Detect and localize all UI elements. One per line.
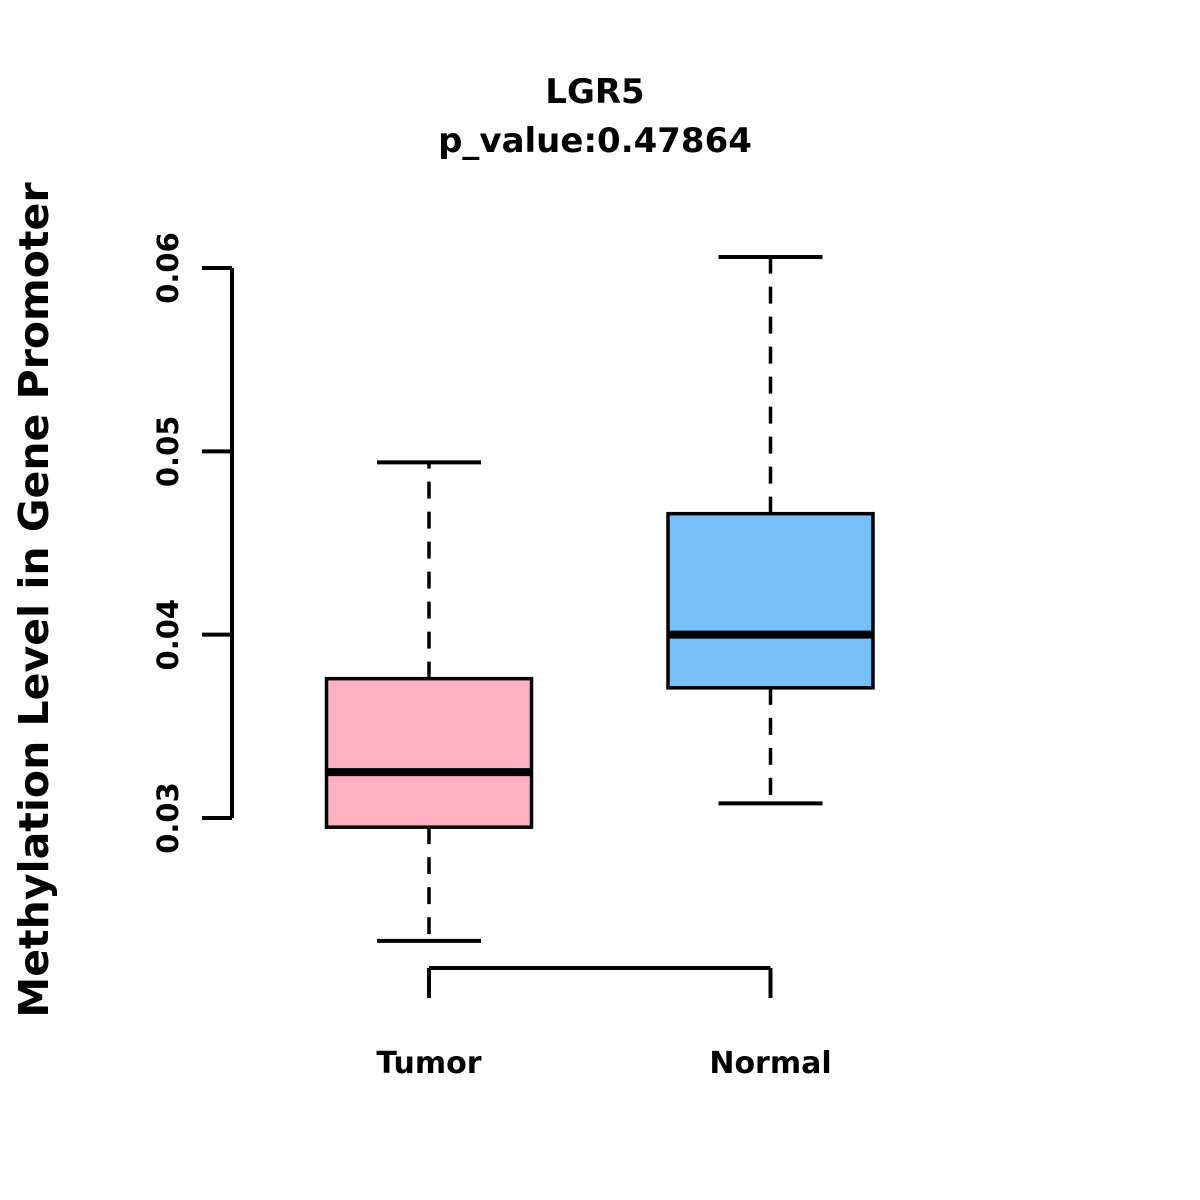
x-category-label-normal: Normal <box>709 1046 831 1081</box>
y-axis-title: Methylation Level in Gene Promoter <box>10 182 58 1018</box>
normal-boxplot-group <box>666 255 875 806</box>
y-axis: 0.03 0.04 0.05 0.06 <box>151 232 234 854</box>
tumor-iqr-box <box>324 676 534 829</box>
x-category-label-tumor: Tumor <box>376 1046 481 1081</box>
y-tick-label: 0.03 <box>151 782 185 854</box>
y-tick-label: 0.05 <box>151 416 185 488</box>
y-tick-label: 0.04 <box>151 599 185 671</box>
y-tick-label: 0.06 <box>151 232 185 304</box>
chart-subtitle-pvalue: p_value:0.47864 <box>438 121 752 161</box>
chart-title: LGR5 <box>545 72 644 112</box>
box-groups <box>324 255 875 943</box>
normal-iqr-box <box>666 511 875 690</box>
tumor-boxplot-group <box>324 460 534 943</box>
x-axis: Tumor Normal <box>376 966 832 1081</box>
